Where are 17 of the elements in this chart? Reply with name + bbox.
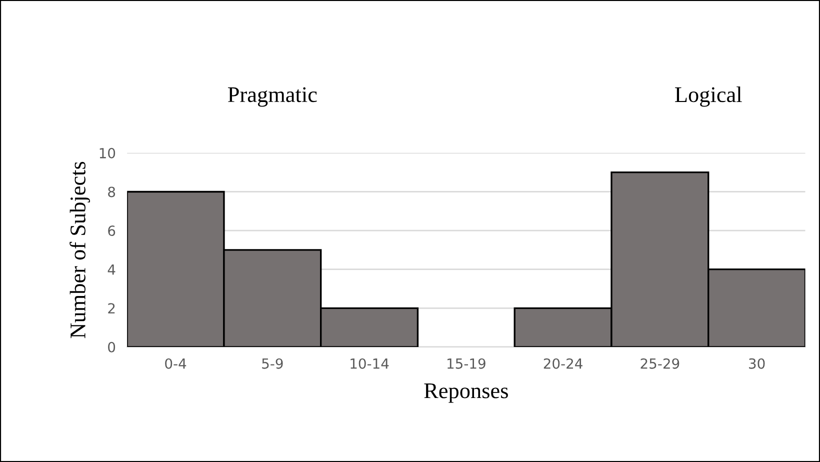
- x-tick-label: 0-4: [165, 358, 186, 369]
- x-tick-label: 10-14: [350, 358, 389, 369]
- x-tick-label: 25-29: [640, 358, 680, 369]
- text: Pragmatic: [228, 87, 317, 107]
- y-tick-label: 4: [108, 264, 116, 275]
- x-axis-title: Reponses: [424, 383, 508, 403]
- x-tick-label: 30: [749, 358, 765, 369]
- x-tick-label: 15-19: [448, 358, 486, 369]
- x-tick-label: 20-24: [544, 358, 582, 369]
- y-tick-label: 0: [108, 342, 116, 352]
- y-tick-label: 2: [108, 303, 115, 314]
- y-tick-label: 8: [108, 186, 116, 198]
- x-tick-label: 5-9: [262, 358, 283, 369]
- y-tick-label: 6: [108, 226, 116, 236]
- y-axis-title: Number of Subjects: [70, 162, 90, 338]
- y-tick-label: 10: [100, 148, 116, 158]
- text: Logical: [675, 86, 742, 107]
